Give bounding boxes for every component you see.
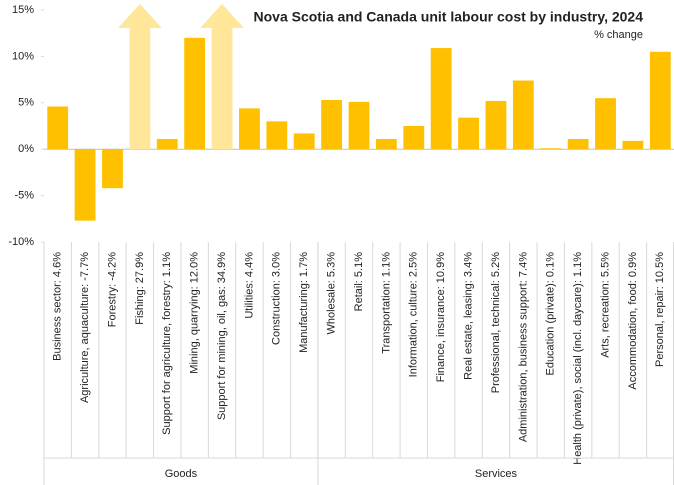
x-tick-label: Manufacturing: 1.7% [298, 252, 310, 353]
overflow-bar [117, 4, 162, 150]
x-tick-label: Professional, technical: 5.2% [490, 252, 502, 393]
y-tick-label: 5% [18, 97, 34, 109]
x-tick-label: Education (private): 0.1% [545, 252, 557, 376]
chart-subtitle: % change [594, 29, 643, 41]
x-tick-label: Administration, business support: 7.4% [517, 252, 529, 442]
x-tick-label: Accommodation, food: 0.9% [627, 252, 639, 390]
bar [156, 138, 178, 150]
bar [348, 101, 370, 150]
y-tick-label: 15% [12, 4, 34, 16]
y-tick-label: 10% [12, 50, 34, 62]
x-tick-label: Support for agriculture, forestry: 1.1% [161, 252, 173, 435]
bar [595, 98, 616, 150]
x-tick-label: Information, culture: 2.5% [408, 252, 420, 378]
bar [239, 108, 260, 150]
x-tick-label: Retail: 5.1% [353, 252, 365, 312]
bar [102, 149, 123, 189]
bar [649, 51, 671, 150]
bar [403, 126, 425, 150]
bar [485, 100, 507, 150]
overflow-bar [200, 4, 244, 150]
x-tick-label: Wholesale: 5.3% [326, 252, 338, 335]
bar [430, 48, 452, 150]
bar [458, 117, 479, 150]
bar [321, 100, 343, 150]
bar [293, 133, 315, 150]
x-tick-label: Support for mining, oil, gas: 34.9% [216, 252, 228, 420]
bar [512, 80, 534, 150]
x-tick-label: Transportation: 1.1% [380, 252, 392, 354]
x-tick-label: Fishing: 27.9% [134, 252, 146, 325]
x-tick-label: Health (private), social (incl. daycare)… [572, 252, 584, 465]
x-tick-label: Forestry: -4.2% [106, 252, 118, 327]
chart-title: Nova Scotia and Canada unit labour cost … [254, 9, 644, 25]
y-tick-label: 0% [18, 143, 34, 155]
x-tick-label: Agriculture, aquaculture: -7.7% [79, 252, 91, 403]
bar [184, 37, 206, 150]
bar [540, 148, 562, 150]
bar [74, 149, 96, 221]
bar [567, 138, 589, 150]
group-label: Services [475, 468, 518, 480]
y-tick-label: -5% [14, 190, 34, 202]
bar [622, 140, 644, 150]
x-tick-label: Utilities: 4.4% [243, 252, 255, 319]
x-tick-label: Personal, repair: 10.5% [654, 252, 666, 367]
x-tick-label: Arts, recreation: 5.5% [599, 252, 611, 358]
x-tick-label: Business sector: 4.6% [52, 252, 64, 361]
y-tick-label: -10% [8, 236, 34, 248]
bar [47, 106, 69, 150]
group-label: Goods [165, 468, 198, 480]
x-tick-label: Finance, insurance: 10.9% [435, 252, 447, 382]
x-tick-label: Construction: 3.0% [271, 252, 283, 345]
bar [375, 138, 397, 150]
bar [266, 121, 288, 150]
x-tick-label: Real estate, leasing: 3.4% [462, 252, 474, 380]
x-tick-label: Mining, quarrying: 12.0% [189, 252, 201, 374]
